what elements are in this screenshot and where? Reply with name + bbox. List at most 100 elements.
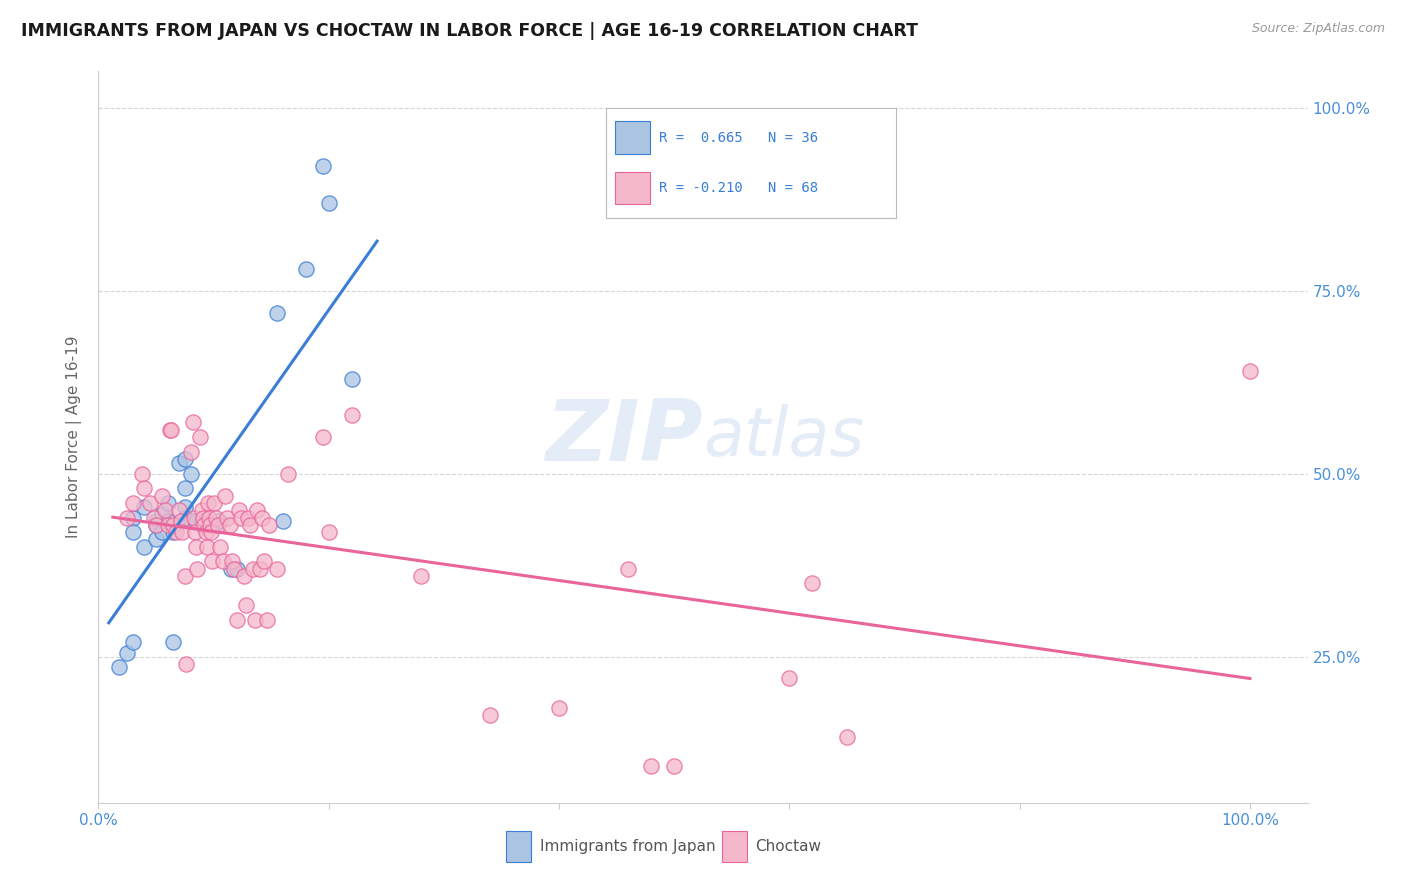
Point [170, 514, 193, 528]
Point [134, 481, 156, 495]
Point [242, 562, 264, 576]
Point [664, 759, 686, 773]
Point [180, 444, 202, 458]
Point [156, 514, 179, 528]
Point [156, 517, 179, 532]
Point [134, 500, 156, 514]
Point [188, 430, 211, 444]
Point [173, 569, 195, 583]
Point [150, 525, 173, 540]
Point [173, 500, 195, 514]
Point [548, 700, 571, 714]
Point [205, 510, 228, 524]
Point [257, 517, 280, 532]
Point [617, 562, 640, 576]
Point [239, 517, 262, 532]
Text: atlas: atlas [703, 404, 865, 470]
Point [145, 517, 167, 532]
Point [195, 540, 218, 554]
Point [172, 525, 194, 540]
Point [253, 554, 276, 568]
Point [249, 562, 271, 576]
Point [122, 510, 145, 524]
Point [162, 635, 184, 649]
Point [640, 759, 662, 773]
Point [778, 672, 800, 686]
Point [122, 525, 145, 540]
Point [218, 517, 240, 532]
Point [219, 562, 242, 576]
Point [150, 507, 173, 521]
Point [184, 525, 207, 540]
Point [266, 562, 288, 576]
Point [202, 517, 225, 532]
Point [115, 510, 138, 524]
Point [835, 730, 858, 744]
Point [167, 456, 190, 470]
Point [174, 657, 197, 671]
Point [162, 525, 184, 540]
Point [312, 430, 335, 444]
Point [231, 510, 253, 524]
Text: ZIP: ZIP [546, 395, 703, 479]
Point [256, 613, 278, 627]
Point [202, 496, 225, 510]
Point [180, 467, 202, 481]
Point [134, 540, 156, 554]
Point [246, 503, 269, 517]
Text: Source: ZipAtlas.com: Source: ZipAtlas.com [1251, 22, 1385, 36]
Point [236, 510, 259, 524]
Point [186, 540, 208, 554]
Point [221, 554, 243, 568]
Point [193, 510, 215, 524]
Point [142, 510, 165, 524]
Point [409, 569, 432, 583]
Point [243, 613, 266, 627]
Point [277, 467, 299, 481]
Point [122, 635, 145, 649]
Point [162, 517, 184, 532]
Point [173, 510, 195, 524]
Point [167, 503, 190, 517]
Point [150, 489, 173, 503]
Point [145, 517, 167, 532]
Point [312, 160, 335, 174]
Point [271, 514, 294, 528]
Point [191, 514, 214, 528]
Point [214, 489, 236, 503]
Point [232, 569, 254, 583]
Point [1239, 364, 1261, 378]
Point [250, 510, 273, 524]
Point [228, 503, 250, 517]
Point [266, 306, 288, 320]
Point [160, 423, 183, 437]
Point [208, 514, 231, 528]
Point [156, 496, 179, 510]
Point [801, 576, 824, 591]
Point [340, 371, 363, 385]
Point [181, 416, 204, 430]
Point [235, 599, 257, 613]
Point [294, 261, 316, 276]
Point [145, 514, 167, 528]
Point [225, 562, 247, 576]
Point [108, 660, 131, 674]
Point [193, 517, 215, 532]
Point [201, 554, 224, 568]
Point [191, 503, 214, 517]
Point [122, 496, 145, 510]
Point [180, 514, 202, 528]
Point [478, 708, 501, 723]
Point [318, 525, 340, 540]
Point [209, 540, 232, 554]
Point [318, 196, 340, 211]
Point [200, 525, 222, 540]
Point [155, 503, 177, 517]
Point [131, 467, 153, 481]
Point [173, 481, 195, 495]
Point [173, 452, 195, 467]
Point [186, 562, 208, 576]
Point [207, 517, 229, 532]
Point [217, 510, 239, 524]
Y-axis label: In Labor Force | Age 16-19: In Labor Force | Age 16-19 [66, 335, 83, 539]
